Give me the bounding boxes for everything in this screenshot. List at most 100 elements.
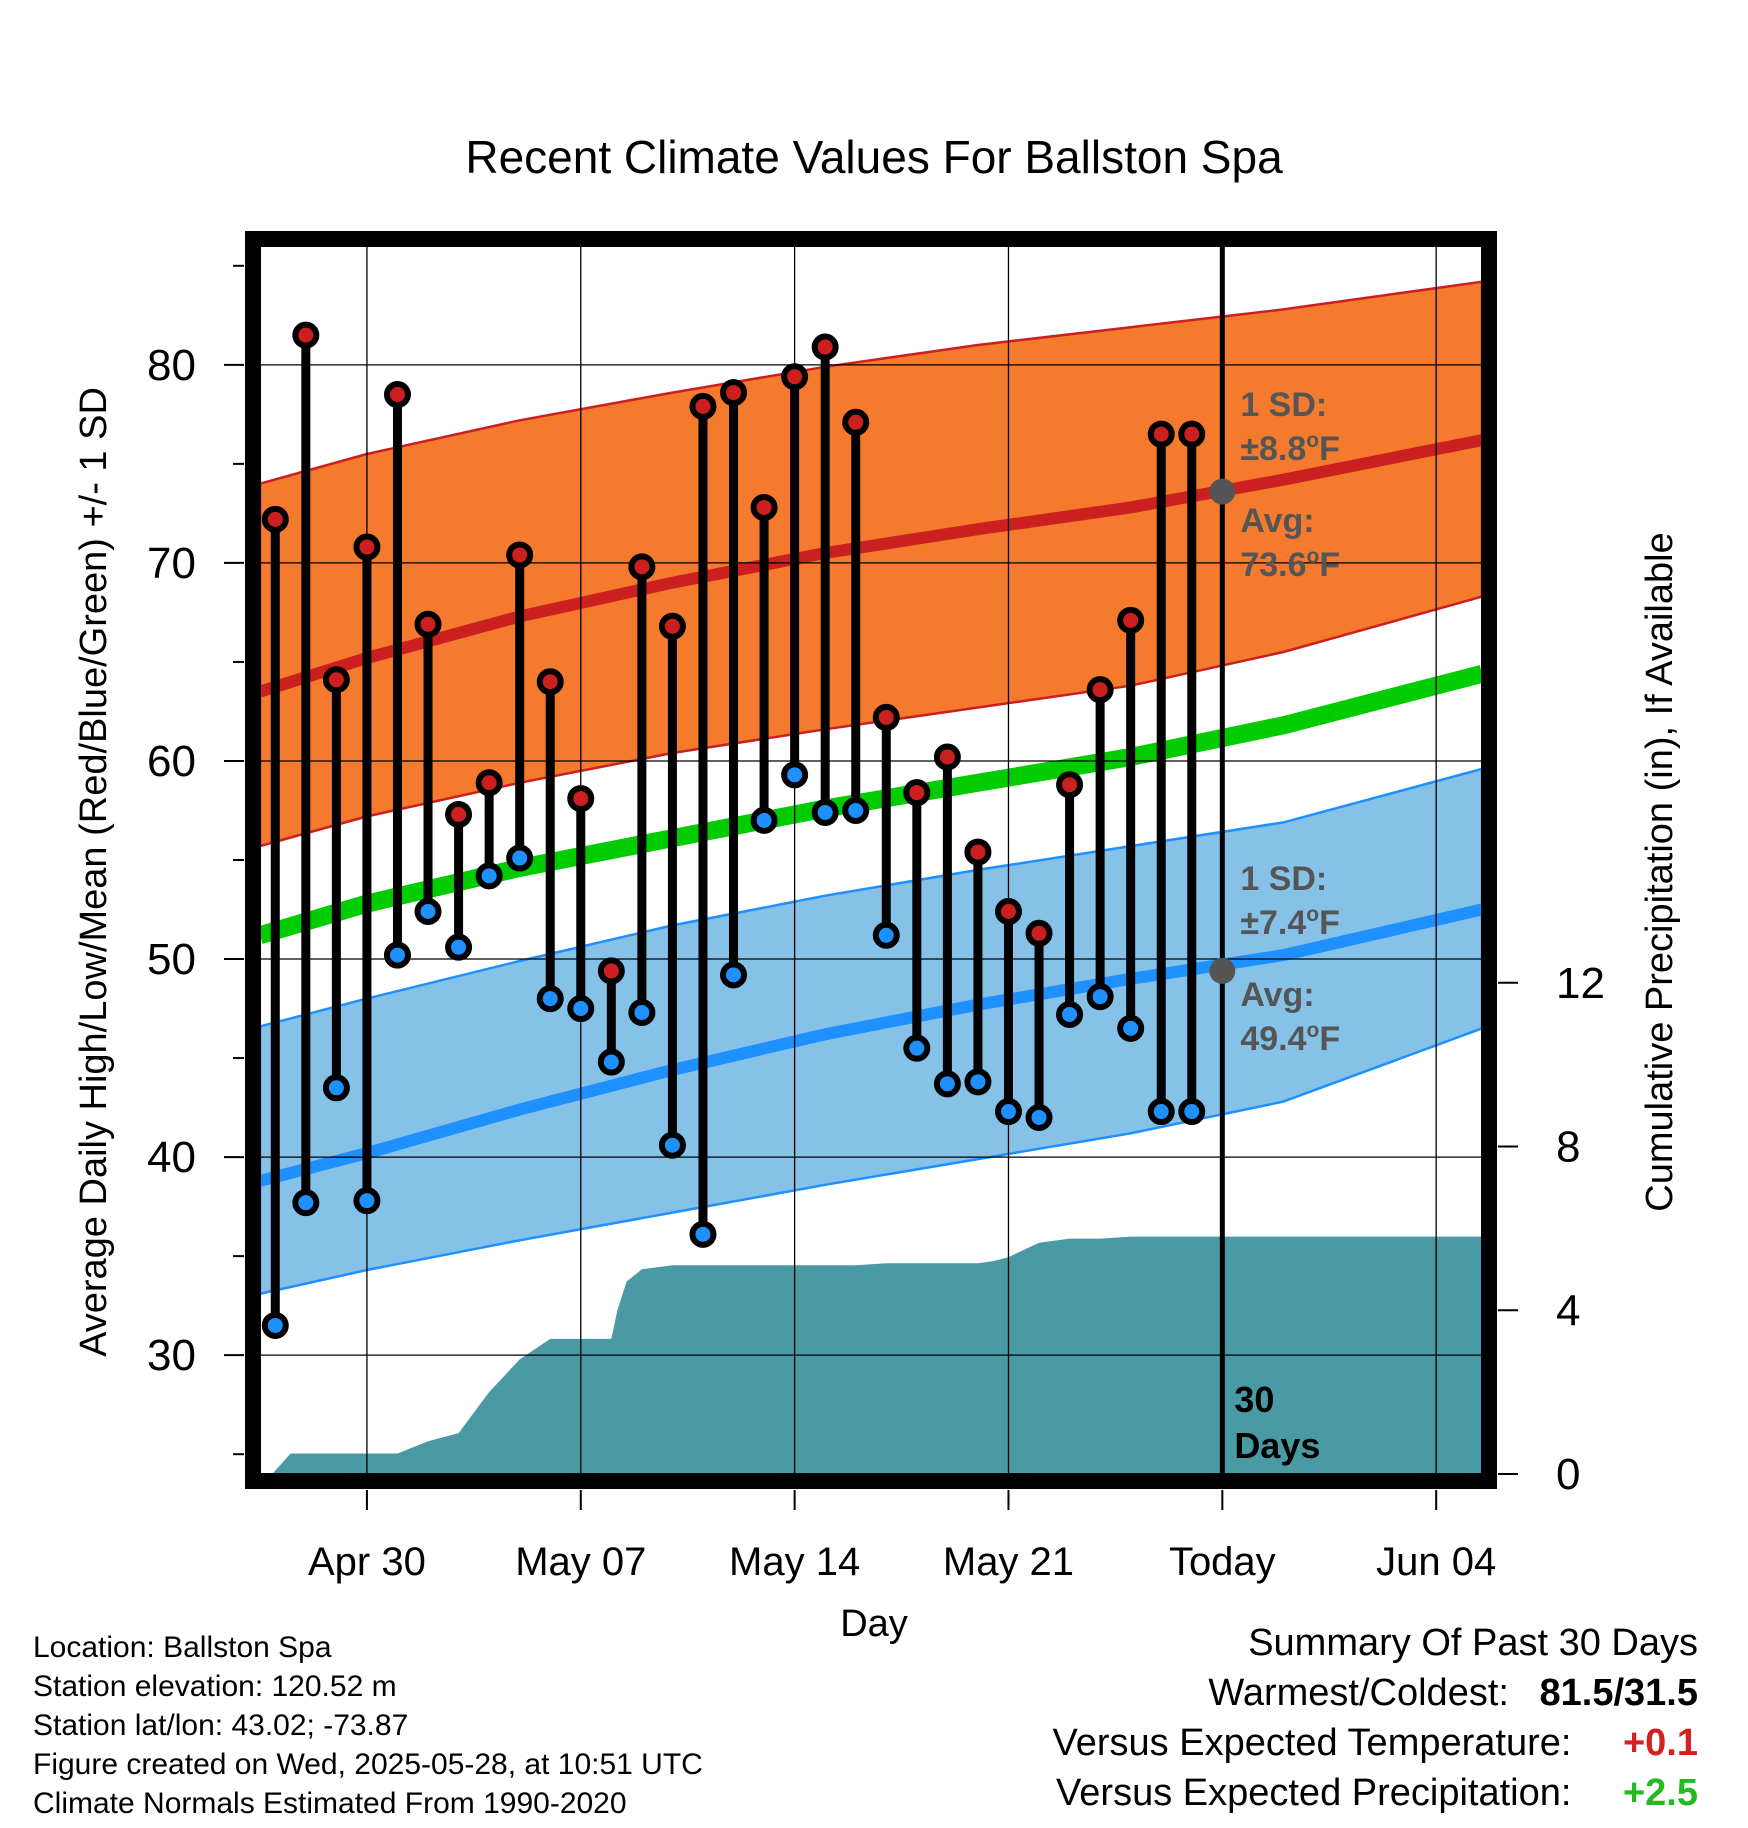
normals-text: Climate Normals Estimated From 1990-2020 xyxy=(33,1787,627,1820)
daily-high-point xyxy=(322,666,350,694)
today-high-avg-marker xyxy=(1209,478,1236,505)
warm-cold-row: Warmest/Coldest: 81.5/31.5 xyxy=(1053,1668,1698,1718)
x-tick-label: May 14 xyxy=(729,1540,860,1584)
daily-low-point xyxy=(811,798,839,826)
temp-value: +0.1 xyxy=(1622,1722,1698,1764)
precip-value: +2.5 xyxy=(1622,1772,1698,1814)
precip-label: Versus Expected Precipitation: xyxy=(1056,1772,1572,1814)
temp-row: Versus Expected Temperature: +0.1 xyxy=(1053,1718,1698,1768)
daily-high-point xyxy=(383,381,411,409)
daily-high-point xyxy=(567,785,595,813)
daily-high-point xyxy=(506,541,534,569)
daily-high-point xyxy=(1178,420,1206,448)
y2-tick-label: 0 xyxy=(1556,1450,1580,1499)
daily-high-point xyxy=(475,769,503,797)
x-axis-label: Day xyxy=(840,1603,908,1645)
y-tick-label: 70 xyxy=(147,539,196,588)
temp-label: Versus Expected Temperature: xyxy=(1052,1722,1572,1764)
x-tick-label: May 07 xyxy=(515,1540,646,1584)
summary-title: Summary Of Past 30 Days xyxy=(1248,1622,1698,1664)
x-tick-label: Jun 04 xyxy=(1376,1540,1496,1584)
y2-axis-label: Cumulative Precipitation (in), If Availa… xyxy=(1639,532,1681,1211)
y2-tick-label: 8 xyxy=(1556,1123,1580,1172)
low-sd-value: ±7.4oF xyxy=(1240,903,1340,942)
low-avg-value: 49.4oF xyxy=(1240,1019,1340,1058)
daily-high-point xyxy=(1117,606,1145,634)
daily-low-point xyxy=(567,995,595,1023)
precip-row: Versus Expected Precipitation: +2.5 xyxy=(1053,1768,1698,1818)
daily-low-point xyxy=(689,1220,717,1248)
daily-high-point xyxy=(811,333,839,361)
daily-low-point xyxy=(383,941,411,969)
daily-high-point xyxy=(720,379,748,407)
y-tick-label: 80 xyxy=(147,341,196,390)
daily-low-point xyxy=(933,1070,961,1098)
daily-high-point xyxy=(1056,771,1084,799)
y-axis-label: Average Daily High/Low/Mean (Red/Blue/Gr… xyxy=(73,387,115,1357)
summary-panel: Summary Of Past 30 Days Warmest/Coldest:… xyxy=(1053,1618,1698,1818)
plot-frame xyxy=(245,231,1497,1489)
daily-low-point xyxy=(261,1311,289,1339)
daily-high-point xyxy=(781,363,809,391)
daily-high-point xyxy=(994,897,1022,925)
high-avg-value: 73.6oF xyxy=(1240,545,1340,584)
daily-high-point xyxy=(1086,676,1114,704)
daily-high-point xyxy=(261,505,289,533)
created-text: Figure created on Wed, 2025-05-28, at 10… xyxy=(33,1748,703,1781)
daily-high-point xyxy=(597,957,625,985)
daily-high-point xyxy=(964,838,992,866)
warm-cold-value: 81.5/31.5 xyxy=(1539,1672,1698,1714)
daily-high-point xyxy=(1025,919,1053,947)
daily-low-point xyxy=(475,862,503,890)
daily-high-point xyxy=(689,392,717,420)
y2-tick-label: 4 xyxy=(1556,1286,1580,1335)
daily-low-point xyxy=(414,897,442,925)
daily-low-point xyxy=(597,1048,625,1076)
daily-low-point xyxy=(1147,1098,1175,1126)
warm-cold-label: Warmest/Coldest: xyxy=(1208,1672,1509,1714)
daily-high-point xyxy=(903,779,931,807)
elevation-text: Station elevation: 120.52 m xyxy=(33,1670,397,1703)
daily-low-point xyxy=(994,1098,1022,1126)
y2-tick-label: 12 xyxy=(1556,959,1605,1008)
high-sd-label: 1 SD: xyxy=(1240,386,1327,424)
daily-high-point xyxy=(1147,420,1175,448)
daily-high-point xyxy=(933,743,961,771)
daily-high-point xyxy=(536,668,564,696)
daily-low-point xyxy=(1086,983,1114,1011)
plot-area: 30 Days 1 SD: ±8.8oF Avg: 73.6oF 1 SD: ±7.4oF Av… xyxy=(147,231,1605,1584)
daily-low-point xyxy=(1178,1098,1206,1126)
x-tick-label: Today xyxy=(1169,1540,1276,1584)
daily-low-point xyxy=(1056,1000,1084,1028)
low-sd-label: 1 SD: xyxy=(1240,860,1327,898)
daily-low-point xyxy=(536,985,564,1013)
daily-low-point xyxy=(781,761,809,789)
daily-high-point xyxy=(872,703,900,731)
daily-low-point xyxy=(1025,1103,1053,1131)
daily-low-point xyxy=(292,1189,320,1217)
daily-low-point xyxy=(842,796,870,824)
daily-low-point xyxy=(506,844,534,872)
low-avg-label: Avg: xyxy=(1240,976,1314,1014)
daily-low-point xyxy=(872,921,900,949)
today-low-avg-marker xyxy=(1209,957,1236,984)
today-window-label: 30 xyxy=(1234,1379,1274,1420)
location-text: Location: Ballston Spa xyxy=(33,1631,332,1664)
station-info: Location: Ballston Spa Station elevation… xyxy=(33,1628,703,1823)
daily-low-point xyxy=(750,806,778,834)
daily-low-point xyxy=(1117,1014,1145,1042)
daily-low-point xyxy=(720,961,748,989)
high-avg-label: Avg: xyxy=(1240,502,1314,540)
daily-high-point xyxy=(292,321,320,349)
daily-high-point xyxy=(750,493,778,521)
daily-high-point xyxy=(842,408,870,436)
high-sd-value: ±8.8oF xyxy=(1240,429,1340,468)
daily-low-point xyxy=(903,1034,931,1062)
daily-high-point xyxy=(414,610,442,638)
y-tick-label: 40 xyxy=(147,1133,196,1182)
daily-high-point xyxy=(658,612,686,640)
daily-low-point xyxy=(628,999,656,1027)
daily-low-point xyxy=(445,933,473,961)
daily-high-point xyxy=(353,533,381,561)
